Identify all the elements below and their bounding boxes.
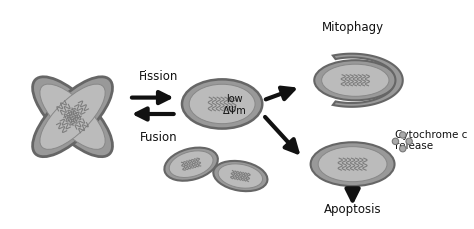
Ellipse shape — [189, 85, 255, 124]
Ellipse shape — [33, 77, 112, 157]
Ellipse shape — [33, 77, 112, 157]
Ellipse shape — [218, 164, 263, 188]
Ellipse shape — [310, 143, 394, 186]
Text: low
ΔΨm: low ΔΨm — [223, 94, 247, 115]
Ellipse shape — [40, 85, 105, 150]
Ellipse shape — [213, 161, 267, 191]
Ellipse shape — [318, 147, 387, 182]
Polygon shape — [333, 55, 403, 107]
Ellipse shape — [169, 151, 213, 178]
Circle shape — [392, 139, 399, 145]
Circle shape — [400, 146, 406, 152]
Ellipse shape — [182, 80, 262, 129]
Ellipse shape — [322, 65, 389, 97]
Text: Mitophagy: Mitophagy — [321, 21, 383, 34]
Text: Apoptosis: Apoptosis — [324, 202, 382, 215]
Circle shape — [400, 132, 406, 139]
Text: Fusion: Fusion — [139, 130, 177, 143]
Circle shape — [406, 139, 412, 145]
Ellipse shape — [40, 85, 105, 150]
Ellipse shape — [164, 148, 218, 181]
Text: Fission: Fission — [138, 70, 178, 83]
Ellipse shape — [314, 61, 396, 101]
Text: Cytochrome c
release: Cytochrome c release — [395, 129, 468, 151]
